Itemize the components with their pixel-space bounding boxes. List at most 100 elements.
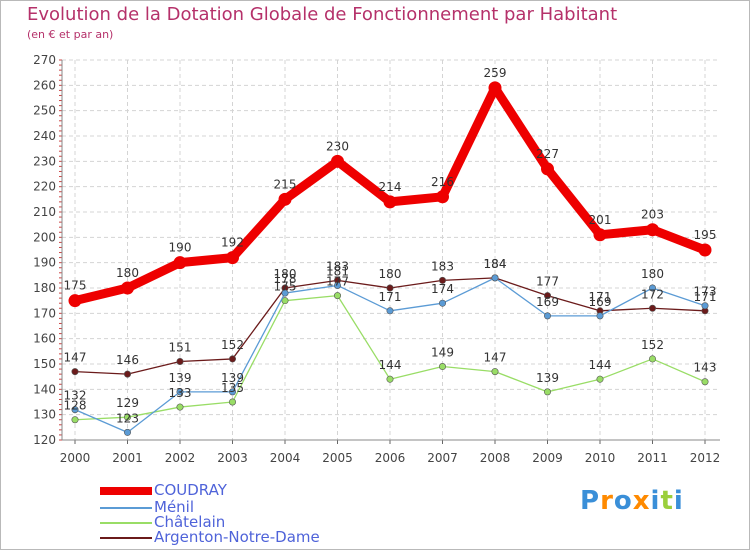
data-label: 152 — [221, 338, 244, 352]
x-tick-label: 2000 — [60, 451, 91, 465]
data-point — [281, 289, 289, 297]
data-label: 183 — [431, 259, 454, 273]
data-label: 149 — [431, 346, 454, 360]
data-label: 184 — [484, 257, 507, 271]
data-point — [229, 388, 237, 396]
data-label: 192 — [221, 236, 244, 250]
data-point — [701, 302, 709, 310]
data-point — [436, 190, 449, 204]
data-label: 169 — [589, 295, 612, 309]
y-tick-label: 150 — [33, 357, 56, 371]
data-point — [71, 368, 79, 376]
data-point — [71, 406, 79, 414]
legend-swatch-coudray — [100, 487, 152, 495]
data-label: 195 — [694, 228, 717, 242]
data-point — [226, 251, 239, 265]
data-label: 201 — [589, 213, 612, 227]
data-label: 139 — [536, 371, 559, 385]
legend-label-menil: Ménil — [154, 498, 195, 516]
data-point — [648, 304, 656, 312]
x-tick-label: 2004 — [270, 451, 301, 465]
y-tick-label: 160 — [33, 332, 56, 346]
data-label: 135 — [221, 381, 244, 395]
data-label: 180 — [641, 267, 664, 281]
data-point — [176, 388, 184, 396]
data-label: 171 — [379, 290, 402, 304]
data-label: 171 — [694, 290, 717, 304]
data-point — [229, 355, 237, 363]
data-label: 216 — [431, 175, 454, 189]
data-point — [68, 294, 82, 308]
plot-area — [62, 60, 720, 440]
logo-letter: r — [600, 486, 614, 516]
data-point — [438, 363, 446, 371]
data-point — [386, 284, 394, 292]
data-point — [173, 256, 187, 270]
data-label: 169 — [536, 295, 559, 309]
y-tick-label: 140 — [33, 382, 56, 396]
data-label: 144 — [589, 358, 612, 372]
legend-swatch-menil — [100, 507, 152, 509]
chart-subtitle: (en € et par an) — [27, 28, 114, 41]
data-point — [386, 375, 394, 383]
data-label: 132 — [64, 389, 87, 403]
data-label: 144 — [379, 358, 402, 372]
data-point — [596, 312, 604, 320]
x-tick-label: 2010 — [585, 451, 616, 465]
data-point — [121, 281, 134, 295]
data-point — [278, 192, 292, 206]
data-label: 143 — [694, 361, 717, 375]
x-tick-label: 2006 — [375, 451, 406, 465]
data-label: 151 — [169, 340, 192, 354]
data-label: 133 — [169, 386, 192, 400]
data-label: 175 — [64, 279, 87, 293]
x-tick-label: 2008 — [480, 451, 511, 465]
data-label: 178 — [274, 272, 297, 286]
data-point — [646, 223, 659, 237]
data-point — [596, 375, 604, 383]
legend-swatch-argenton — [100, 537, 152, 539]
legend-item-argenton[interactable]: Argenton-Notre-Dame — [100, 528, 360, 546]
data-label: 128 — [64, 399, 87, 413]
data-label: 259 — [484, 66, 507, 80]
legend-item-chatelain[interactable]: Châtelain — [100, 513, 360, 531]
data-label: 180 — [116, 266, 139, 280]
data-point — [593, 228, 607, 242]
data-label: 147 — [64, 351, 87, 365]
data-point — [124, 413, 132, 421]
data-label: 139 — [169, 371, 192, 385]
data-label: 203 — [641, 208, 664, 222]
data-label: 175 — [274, 280, 297, 294]
legend-label-argenton: Argenton-Notre-Dame — [154, 528, 320, 546]
legend-item-menil[interactable]: Ménil — [100, 498, 360, 516]
data-point — [229, 398, 237, 406]
data-label: 172 — [641, 287, 664, 301]
legend-item-coudray[interactable]: COUDRAY — [100, 481, 360, 499]
data-point — [438, 276, 446, 284]
data-point — [176, 357, 184, 365]
data-label: 177 — [536, 275, 559, 289]
data-point — [698, 243, 712, 257]
y-tick-label: 230 — [33, 154, 56, 168]
y-tick-label: 200 — [33, 230, 56, 244]
data-label: 174 — [431, 282, 454, 296]
x-tick-label: 2005 — [322, 451, 353, 465]
data-label: 215 — [274, 177, 297, 191]
data-point — [541, 162, 554, 176]
legend-swatch-chatelain — [100, 522, 152, 524]
logo-letter: i — [650, 486, 661, 516]
data-label: 129 — [116, 396, 139, 410]
y-tick-label: 250 — [33, 104, 56, 118]
x-tick-label: 2011 — [637, 451, 668, 465]
x-tick-label: 2009 — [532, 451, 563, 465]
data-label: 173 — [694, 285, 717, 299]
data-point — [648, 284, 656, 292]
data-label: 184 — [484, 257, 507, 271]
data-label: 180 — [274, 267, 297, 281]
data-label: 227 — [536, 147, 559, 161]
proxiti-logo: Proxiti — [580, 486, 684, 516]
data-label: 180 — [379, 267, 402, 281]
data-label: 181 — [326, 264, 349, 278]
x-tick-label: 2002 — [165, 451, 196, 465]
